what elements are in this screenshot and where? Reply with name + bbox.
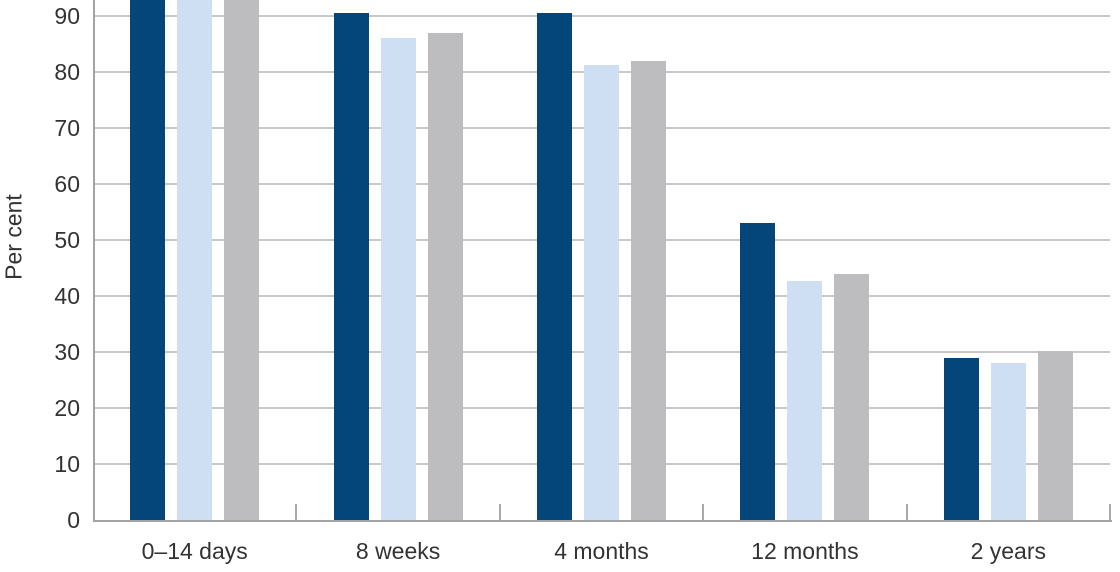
bar-group-4 — [703, 0, 906, 520]
y-tick-label-30: 30 — [54, 339, 80, 365]
y-tick-label-50: 50 — [54, 227, 80, 253]
bar-series-1-dark-blue-5 — [943, 357, 979, 520]
y-tick-label-70: 70 — [54, 115, 80, 141]
x-axis-line — [93, 520, 1112, 522]
bar-series-2-light-blue-1 — [177, 0, 213, 520]
bar-series-2-light-blue-3 — [583, 64, 619, 520]
bar-series-1-dark-blue-1 — [130, 0, 166, 520]
bar-series-3-grey-1 — [224, 0, 260, 520]
y-tick-label-0: 0 — [67, 507, 80, 533]
category-boundary-tick — [1109, 504, 1111, 520]
x-axis-label-1: 0–14 days — [141, 538, 248, 564]
bar-series-3-grey-4 — [834, 273, 870, 520]
bar-series-1-dark-blue-4 — [740, 223, 776, 520]
x-axis-label-2: 8 weeks — [355, 538, 441, 564]
bar-group-3 — [500, 0, 703, 520]
y-tick-label-80: 80 — [54, 59, 80, 85]
y-tick-label-20: 20 — [54, 395, 80, 421]
y-axis-line — [93, 0, 95, 522]
category-boundary-tick — [905, 504, 908, 520]
y-tick-label-90: 90 — [54, 3, 80, 29]
bar-series-2-light-blue-5 — [990, 363, 1026, 520]
category-boundary-tick — [498, 504, 501, 520]
category-boundary-tick — [295, 504, 298, 520]
y-tick-label-40: 40 — [54, 283, 80, 309]
bar-group-2 — [296, 0, 499, 520]
gridline-90 — [93, 15, 1110, 17]
y-tick-label-10: 10 — [54, 451, 80, 477]
category-boundary-tick — [702, 504, 705, 520]
bar-group-1 — [93, 0, 296, 520]
bar-series-1-dark-blue-2 — [333, 13, 369, 520]
x-axis-label-4: 12 months — [751, 538, 859, 564]
y-tick-label-60: 60 — [54, 171, 80, 197]
bar-series-3-grey-5 — [1037, 350, 1073, 520]
x-axis-label-3: 4 months — [554, 538, 649, 564]
bar-group-5 — [907, 0, 1110, 520]
x-axis-label-5: 2 years — [970, 538, 1046, 564]
bar-series-3-grey-2 — [427, 32, 463, 520]
bar-series-3-grey-3 — [630, 60, 666, 520]
bar-series-2-light-blue-4 — [787, 280, 823, 520]
bar-series-1-dark-blue-3 — [536, 13, 572, 520]
bar-series-2-light-blue-2 — [380, 38, 416, 520]
